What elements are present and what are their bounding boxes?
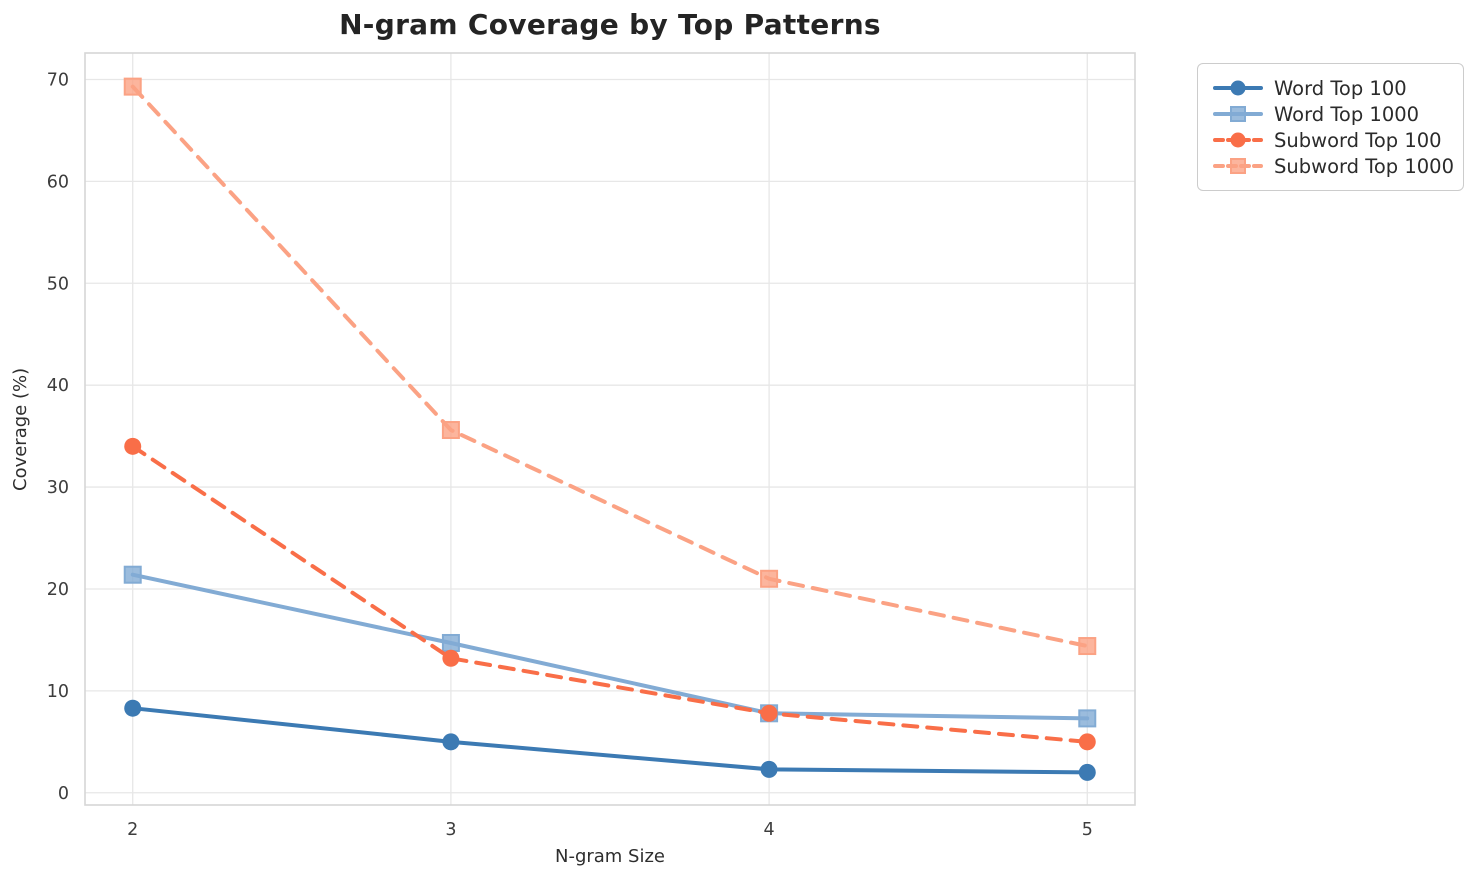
data-point-marker-word-top-1000 (1078, 709, 1097, 728)
legend-line-sample (1213, 106, 1263, 122)
y-tick-label: 70 (47, 70, 69, 90)
x-tick-label: 3 (445, 820, 456, 840)
x-tick-label: 5 (1082, 820, 1093, 840)
legend-label: Word Top 1000 (1274, 102, 1420, 126)
legend-line-sample (1213, 132, 1263, 148)
legend-circle-marker-icon (1230, 80, 1246, 96)
legend-item-subword-top-100: Subword Top 100 (1212, 127, 1449, 153)
series-line-subword-top-1000 (130, 84, 1090, 649)
y-axis-label: Coverage (%) (10, 367, 31, 491)
legend-square-marker-icon (1230, 106, 1246, 122)
legend-label: Subword Top 100 (1274, 128, 1442, 152)
data-point-marker-subword-top-100 (124, 437, 142, 455)
legend-circle-marker-icon (1230, 132, 1246, 148)
data-point-marker-subword-top-1000 (1078, 637, 1097, 656)
series-line-word-top-1000 (130, 572, 1090, 721)
x-tick-label: 4 (764, 820, 775, 840)
data-point-marker-subword-top-1000 (441, 421, 460, 440)
legend-line-sample (1213, 158, 1263, 174)
plot-border (84, 52, 1136, 806)
data-point-marker-subword-top-100 (1078, 733, 1096, 751)
x-axis-label: N-gram Size (554, 846, 666, 867)
legend-line-sample (1213, 80, 1263, 96)
y-tick-label: 10 (47, 682, 69, 702)
x-tick-label: 2 (127, 820, 138, 840)
legend-item-word-top-1000: Word Top 1000 (1212, 101, 1449, 127)
data-point-marker-subword-top-100 (442, 649, 460, 667)
y-tick-label: 40 (47, 376, 69, 396)
series-line-subword-top-100 (130, 444, 1090, 744)
legend-item-word-top-100: Word Top 100 (1212, 75, 1449, 101)
data-point-marker-word-top-100 (760, 760, 778, 778)
chart-title: N-gram Coverage by Top Patterns (339, 8, 881, 41)
data-point-marker-word-top-100 (124, 699, 142, 717)
series-line-word-top-100 (130, 706, 1090, 775)
data-point-marker-word-top-100 (442, 733, 460, 751)
y-tick-label: 50 (47, 274, 69, 294)
legend-item-subword-top-1000: Subword Top 1000 (1212, 153, 1454, 179)
legend-label: Subword Top 1000 (1274, 154, 1454, 178)
legend: Word Top 100 Word Top 1000 Subword Top 100… (1197, 63, 1464, 191)
data-point-marker-subword-top-1000 (760, 569, 779, 588)
y-tick-label: 60 (47, 172, 69, 192)
legend-square-marker-icon (1230, 158, 1246, 174)
data-point-marker-word-top-1000 (441, 633, 460, 652)
data-point-marker-subword-top-1000 (123, 77, 142, 96)
data-point-marker-word-top-1000 (123, 565, 142, 584)
legend-label: Word Top 100 (1274, 76, 1407, 100)
y-tick-label: 0 (58, 784, 69, 804)
data-point-marker-subword-top-100 (760, 704, 778, 722)
data-point-marker-word-top-100 (1078, 763, 1096, 781)
y-tick-label: 30 (47, 478, 69, 498)
y-tick-label: 20 (47, 580, 69, 600)
